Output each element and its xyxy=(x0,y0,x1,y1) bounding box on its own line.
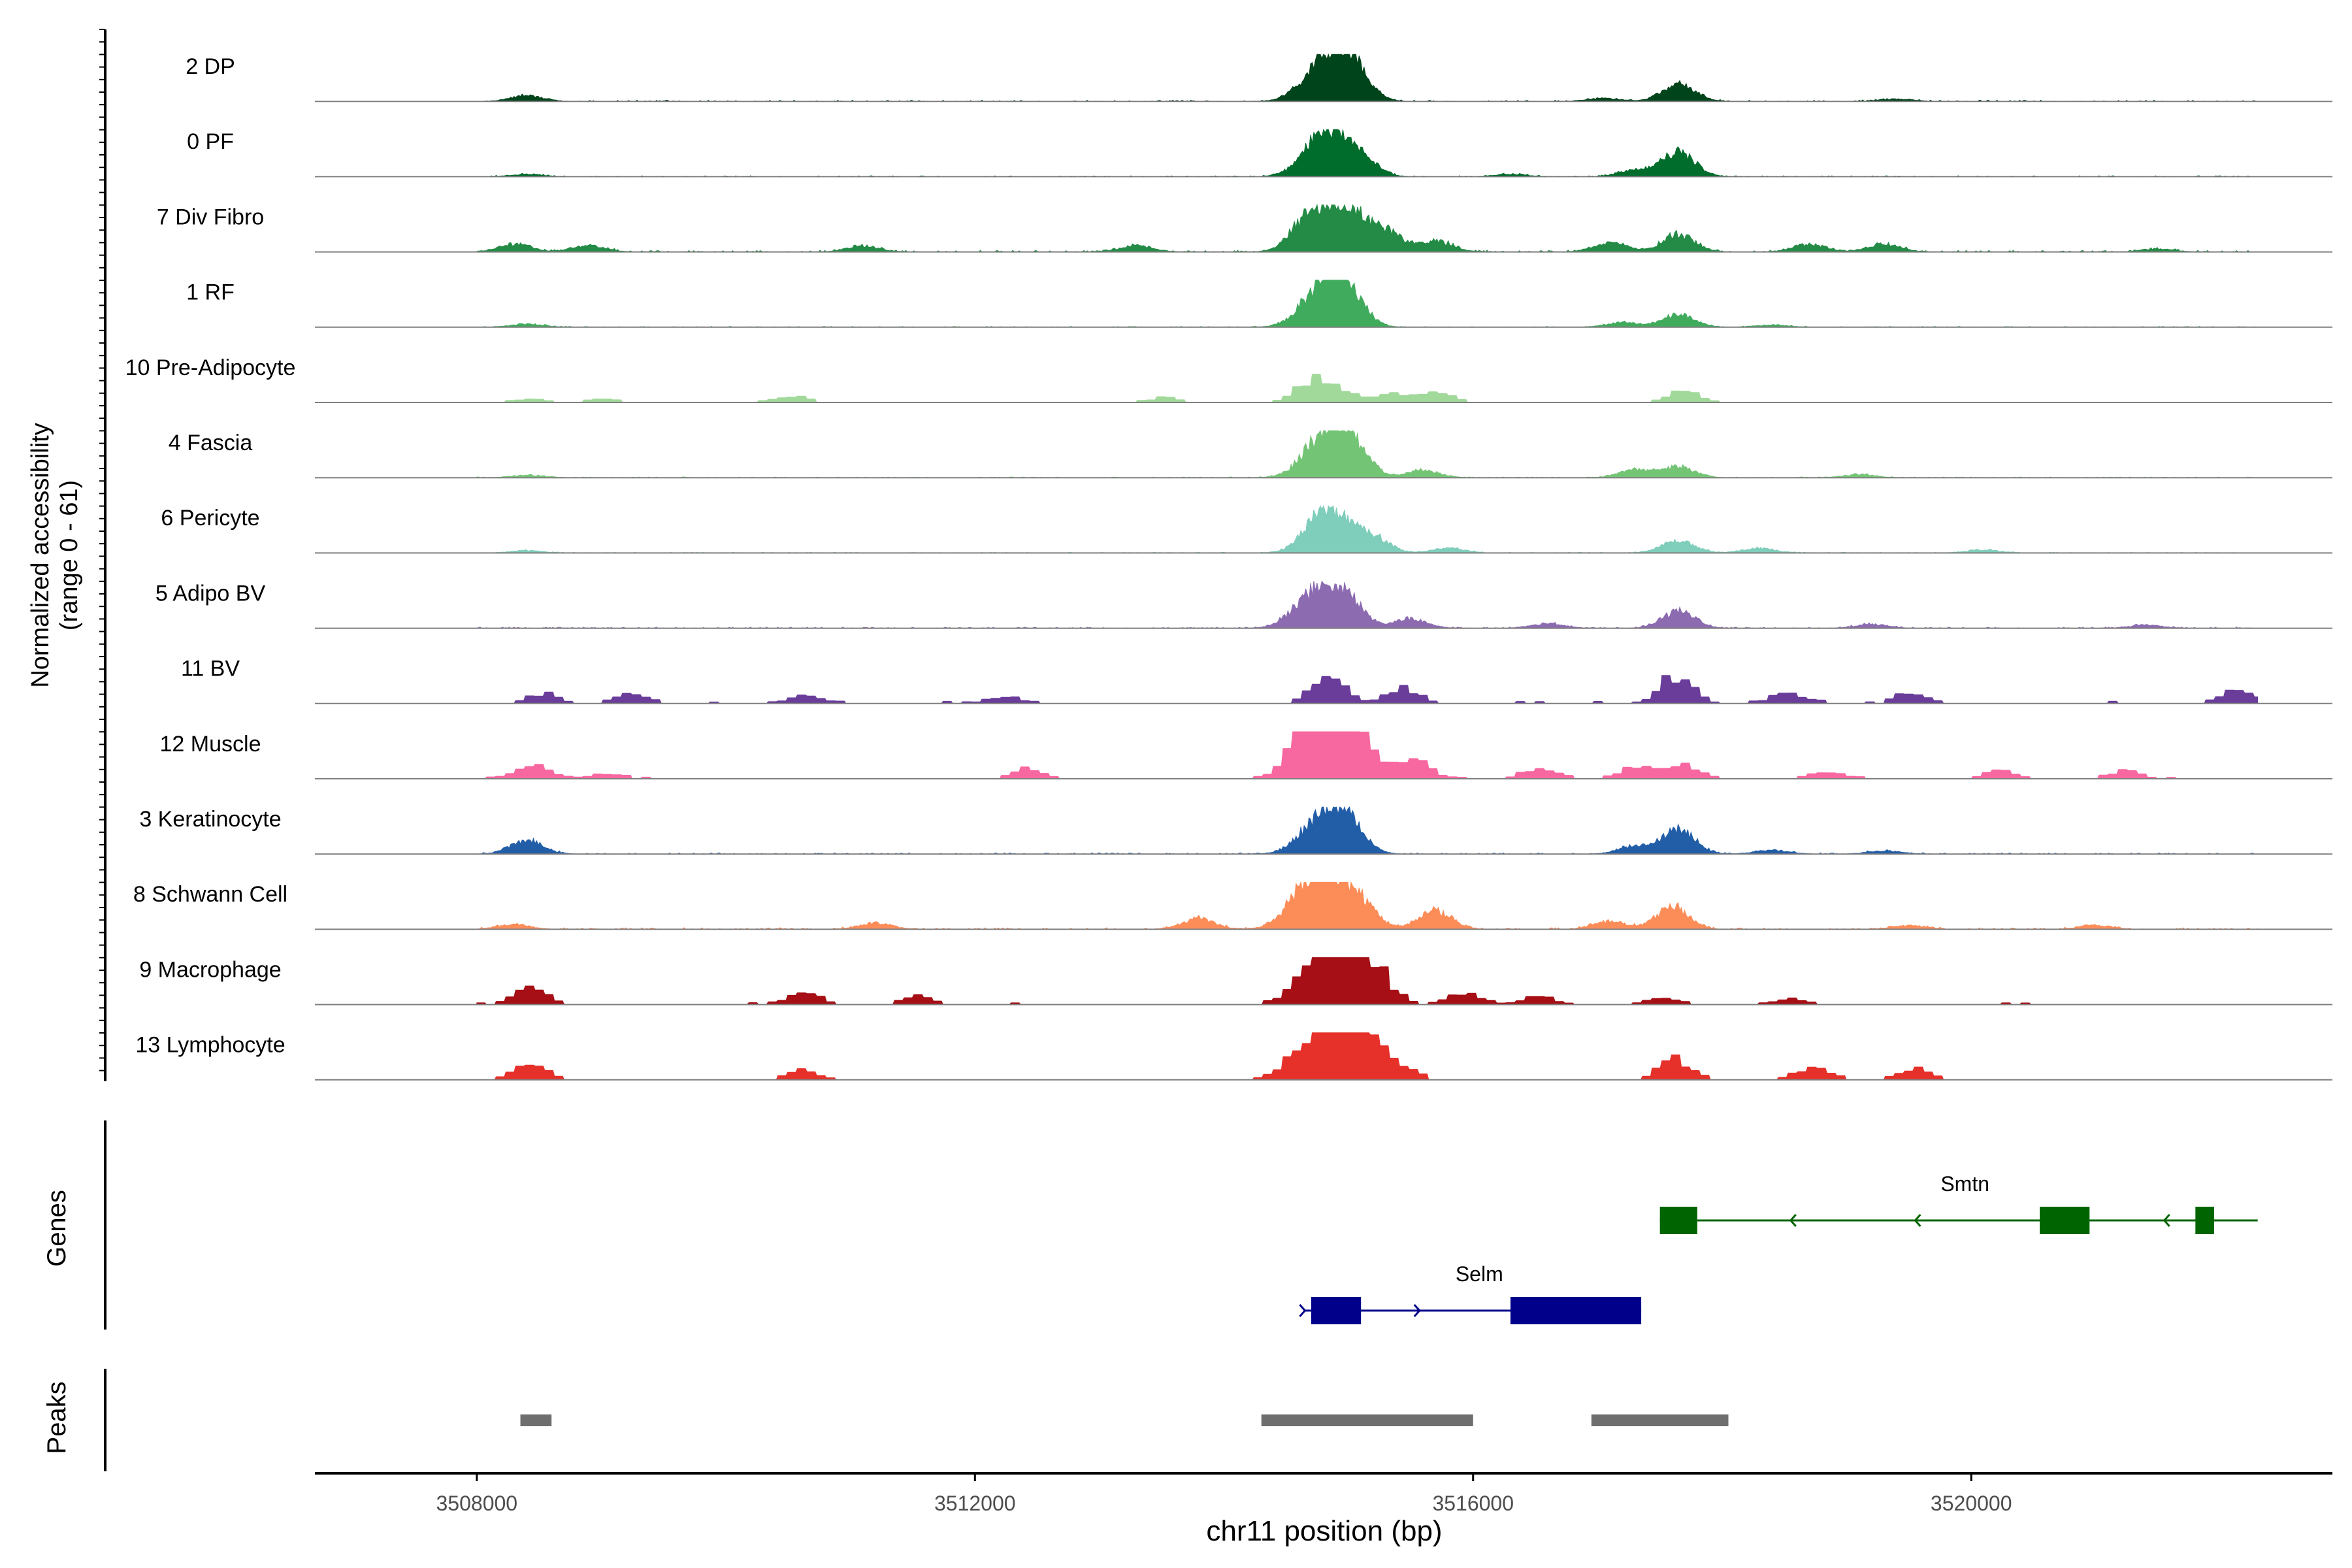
track-label: 5 Adipo BV xyxy=(155,581,266,606)
track-signal-area xyxy=(476,374,2258,403)
gene-strand-arrow xyxy=(1299,1304,1307,1317)
track-label: 3 Keratinocyte xyxy=(139,807,281,832)
track-label: 4 Fascia xyxy=(169,431,253,455)
track-label: 1 RF xyxy=(186,280,235,305)
track-3-keratinocyte: 3 Keratinocyte xyxy=(139,806,2332,855)
track-10-pre-adipocyte: 10 Pre-Adipocyte xyxy=(125,355,2332,403)
x-tick-label: 3516000 xyxy=(1432,1492,1514,1515)
gene-strand-arrow xyxy=(1789,1214,1797,1227)
peaks-panel-label: Peaks xyxy=(42,1381,71,1454)
track-signal-area xyxy=(476,203,2258,253)
track-label: 13 Lymphocyte xyxy=(135,1033,285,1058)
track-11-bv: 11 BV xyxy=(181,657,2332,704)
gene-name-label: Selm xyxy=(1456,1262,1503,1286)
track-12-muscle: 12 Muscle xyxy=(160,731,2332,779)
track-1-rf: 1 RF xyxy=(186,280,2332,328)
gene-exon xyxy=(2195,1207,2214,1234)
track-signal-area xyxy=(476,580,2258,629)
gene-name-label: Smtn xyxy=(1940,1172,1989,1196)
genes-panel-label: Genes xyxy=(42,1190,71,1267)
x-tick-label: 3520000 xyxy=(1931,1492,2012,1515)
track-8-schwann-cell: 8 Schwann Cell xyxy=(133,881,2332,930)
track-signal-area xyxy=(476,129,2258,177)
track-signal-area xyxy=(476,806,2258,855)
gene-exon xyxy=(1510,1297,1642,1324)
track-5-adipo-bv: 5 Adipo BV xyxy=(155,580,2332,629)
track-signal-area xyxy=(476,957,2258,1005)
track-label: 11 BV xyxy=(181,657,240,681)
peak-region xyxy=(1591,1414,1729,1426)
track-signal-area xyxy=(476,280,2258,328)
accessibility-tracks: 2 DP 0 PF 7 Div Fibro 1 RF 10 Pre-Adipocyte 4… xyxy=(99,29,2332,1081)
track-label: 6 Pericyte xyxy=(161,506,259,531)
track-label: 0 PF xyxy=(187,129,234,154)
gene-exon xyxy=(1659,1207,1697,1234)
track-label: 10 Pre-Adipocyte xyxy=(125,355,296,380)
gene-strand-arrow xyxy=(1914,1214,1921,1227)
gene-strand-arrow xyxy=(1413,1304,1421,1317)
track-signal-area xyxy=(476,53,2258,102)
x-tick-label: 3512000 xyxy=(934,1492,1016,1515)
track-6-pericyte: 6 Pericyte xyxy=(161,505,2332,554)
peak-region xyxy=(1261,1414,1473,1426)
gene-selm: Selm xyxy=(1299,1262,1642,1324)
track-0-pf: 0 PF xyxy=(187,129,2332,178)
x-tick-label: 3508000 xyxy=(436,1492,518,1515)
gene-exon xyxy=(2040,1207,2090,1234)
gene-smtn: Smtn xyxy=(1659,1172,2258,1234)
track-signal-area xyxy=(476,675,2259,704)
track-label: 9 Macrophage xyxy=(139,957,281,982)
gene-strand-arrow xyxy=(2163,1214,2170,1227)
genes-panel: Selm Smtn xyxy=(104,1120,2258,1330)
track-4-fascia: 4 Fascia xyxy=(169,429,2332,479)
peak-region xyxy=(520,1414,552,1426)
track-9-macrophage: 9 Macrophage xyxy=(139,957,2332,1005)
track-7-div-fibro: 7 Div Fibro xyxy=(157,203,2332,253)
track-label: 2 DP xyxy=(186,54,235,79)
peaks-panel xyxy=(104,1369,1729,1471)
track-signal-area xyxy=(476,881,2259,930)
track-label: 12 Muscle xyxy=(160,732,261,757)
y-axis-label-line2: (range 0 - 61) xyxy=(56,480,83,630)
track-label: 8 Schwann Cell xyxy=(133,882,287,907)
gene-exon xyxy=(1311,1297,1362,1324)
y-axis-label-line1: Normalized accessibility xyxy=(27,423,54,687)
x-axis-title: chr11 position (bp) xyxy=(1206,1515,1442,1547)
track-signal-area xyxy=(476,505,2258,553)
x-axis: 3508000 3512000 3516000 3520000 xyxy=(315,1472,2332,1515)
track-label: 7 Div Fibro xyxy=(157,204,264,229)
track-13-lymphocyte: 13 Lymphocyte xyxy=(135,1032,2332,1081)
track-2-dp: 2 DP xyxy=(186,53,2332,103)
track-signal-area xyxy=(476,731,2258,779)
track-signal-area xyxy=(476,429,2258,478)
track-signal-area xyxy=(476,1032,2258,1081)
